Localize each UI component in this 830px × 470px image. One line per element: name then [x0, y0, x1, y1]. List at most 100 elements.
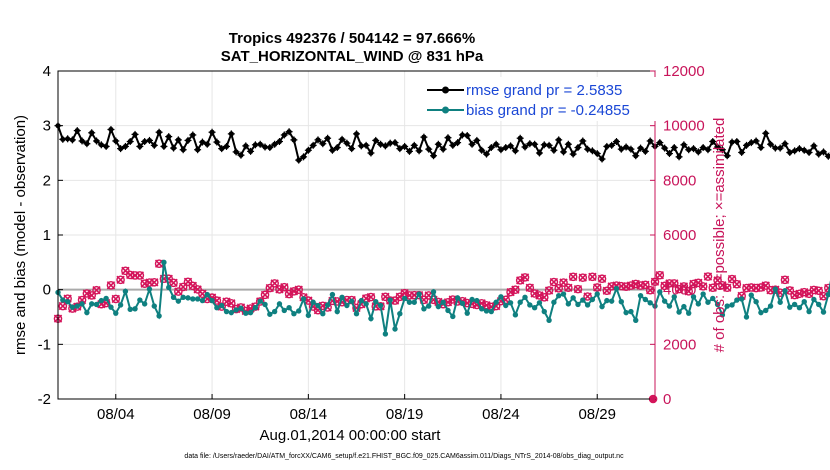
- obs-cross-stroke: [708, 283, 717, 292]
- obs-assimilated-marker: [280, 283, 289, 292]
- rmse-point: [516, 134, 524, 142]
- bias-point: [483, 308, 490, 314]
- x-tick-label: 08/19: [386, 406, 424, 423]
- chart-title: Tropics 492376 / 504142 = 97.666%: [229, 30, 475, 47]
- obs-cross-stroke: [756, 283, 766, 292]
- rmse-point: [328, 146, 336, 154]
- bias-point: [180, 294, 186, 301]
- left-axis-label: rmse and bias (model - observation): [12, 115, 29, 355]
- obs-possible-marker: [564, 283, 573, 293]
- rmse-point: [752, 137, 760, 145]
- rmse-point: [145, 136, 153, 144]
- obs-cross-stroke: [121, 266, 130, 275]
- rmse-point: [584, 145, 592, 153]
- bias-point: [801, 298, 807, 305]
- obs-assimilated-marker: [92, 286, 101, 295]
- obs-possible-marker: [169, 278, 178, 288]
- rmse-point: [492, 140, 500, 148]
- bias-point: [387, 297, 393, 303]
- obs-cross-stroke: [275, 285, 284, 294]
- obs-cross-stroke: [679, 282, 689, 291]
- bias-point: [190, 296, 196, 302]
- obs-cross-stroke: [670, 279, 679, 288]
- rmse-point: [531, 140, 539, 148]
- bias-point: [300, 296, 307, 302]
- bias-point: [613, 285, 620, 292]
- bias-point: [806, 308, 812, 315]
- x-tick-label: 08/09: [193, 406, 231, 423]
- rmse-point: [242, 142, 250, 150]
- bias-point: [141, 301, 148, 307]
- obs-cross-stroke: [780, 275, 790, 284]
- bias-point: [657, 289, 663, 295]
- obs-cross-stroke: [106, 281, 116, 290]
- footnote: data file: /Users/raeder/DAI/ATM_forcXX/…: [184, 453, 624, 460]
- obs-possible-marker: [174, 287, 183, 296]
- bias-point: [767, 303, 774, 309]
- obs-possible-marker: [149, 277, 159, 287]
- rmse-point: [757, 144, 765, 152]
- rmse-point: [507, 142, 515, 150]
- obs-assimilated-marker: [723, 283, 732, 292]
- obs-possible-marker: [660, 281, 669, 291]
- bias-point: [498, 294, 504, 300]
- bias-point: [686, 310, 692, 316]
- obs-possible-marker: [559, 278, 568, 287]
- bias-point: [117, 302, 124, 308]
- bias-point: [276, 301, 283, 307]
- obs-possible-marker: [568, 272, 578, 282]
- obs-possible-marker: [116, 275, 125, 285]
- bias-point: [382, 331, 389, 337]
- left-tick-label: -2: [38, 391, 51, 408]
- bias-point: [108, 304, 114, 310]
- obs-assimilated-marker: [800, 287, 809, 297]
- rmse-point: [391, 139, 399, 147]
- rmse-point: [463, 132, 471, 140]
- obs-assimilated-marker: [289, 287, 299, 296]
- obs-assimilated-marker: [708, 283, 717, 292]
- rmse-point: [805, 148, 813, 156]
- rmse-point: [198, 138, 206, 146]
- obs-cross-stroke: [684, 287, 693, 296]
- bias-point: [743, 314, 750, 320]
- rmse-point: [223, 142, 231, 150]
- rmse-point: [362, 141, 370, 149]
- bias-point: [594, 291, 600, 297]
- bias-point: [464, 310, 470, 316]
- obs-possible-marker: [554, 283, 564, 293]
- bias-point: [416, 291, 422, 297]
- bias-point: [363, 301, 369, 307]
- bias-point: [618, 298, 624, 305]
- obs-possible-marker: [679, 282, 689, 291]
- obs-possible-marker: [130, 271, 140, 280]
- bias-point: [666, 303, 673, 309]
- rmse-point: [309, 141, 317, 149]
- bias-point: [113, 310, 119, 316]
- bias-point: [238, 305, 244, 311]
- right-tick-label: 2000: [663, 336, 696, 353]
- bias-point: [243, 310, 249, 316]
- obs-assimilated-marker: [549, 277, 559, 287]
- obs-possible-marker: [255, 297, 265, 306]
- bias-point: [580, 297, 586, 303]
- obs-possible-marker: [641, 280, 650, 290]
- bias-point: [358, 297, 365, 304]
- rmse-point: [430, 152, 438, 160]
- bias-point: [604, 297, 610, 304]
- bias-point: [777, 299, 783, 305]
- rmse-point: [174, 136, 182, 144]
- obs-possible-marker: [87, 291, 97, 300]
- right-axis-label: # of obs: o=possible; ×=assimilated: [711, 118, 728, 353]
- obs-possible-marker: [722, 283, 732, 293]
- right-tick-label: 12000: [663, 63, 705, 80]
- obs-cross-stroke: [544, 286, 554, 295]
- rmse-point: [121, 142, 129, 150]
- bias-point: [633, 317, 639, 323]
- obs-cross-stroke: [111, 294, 120, 304]
- bias-point: [373, 298, 379, 305]
- rmse-point: [560, 148, 568, 156]
- obs-assimilated-marker: [544, 286, 554, 295]
- rmse-point: [786, 148, 794, 156]
- left-tick-label: 0: [43, 282, 51, 299]
